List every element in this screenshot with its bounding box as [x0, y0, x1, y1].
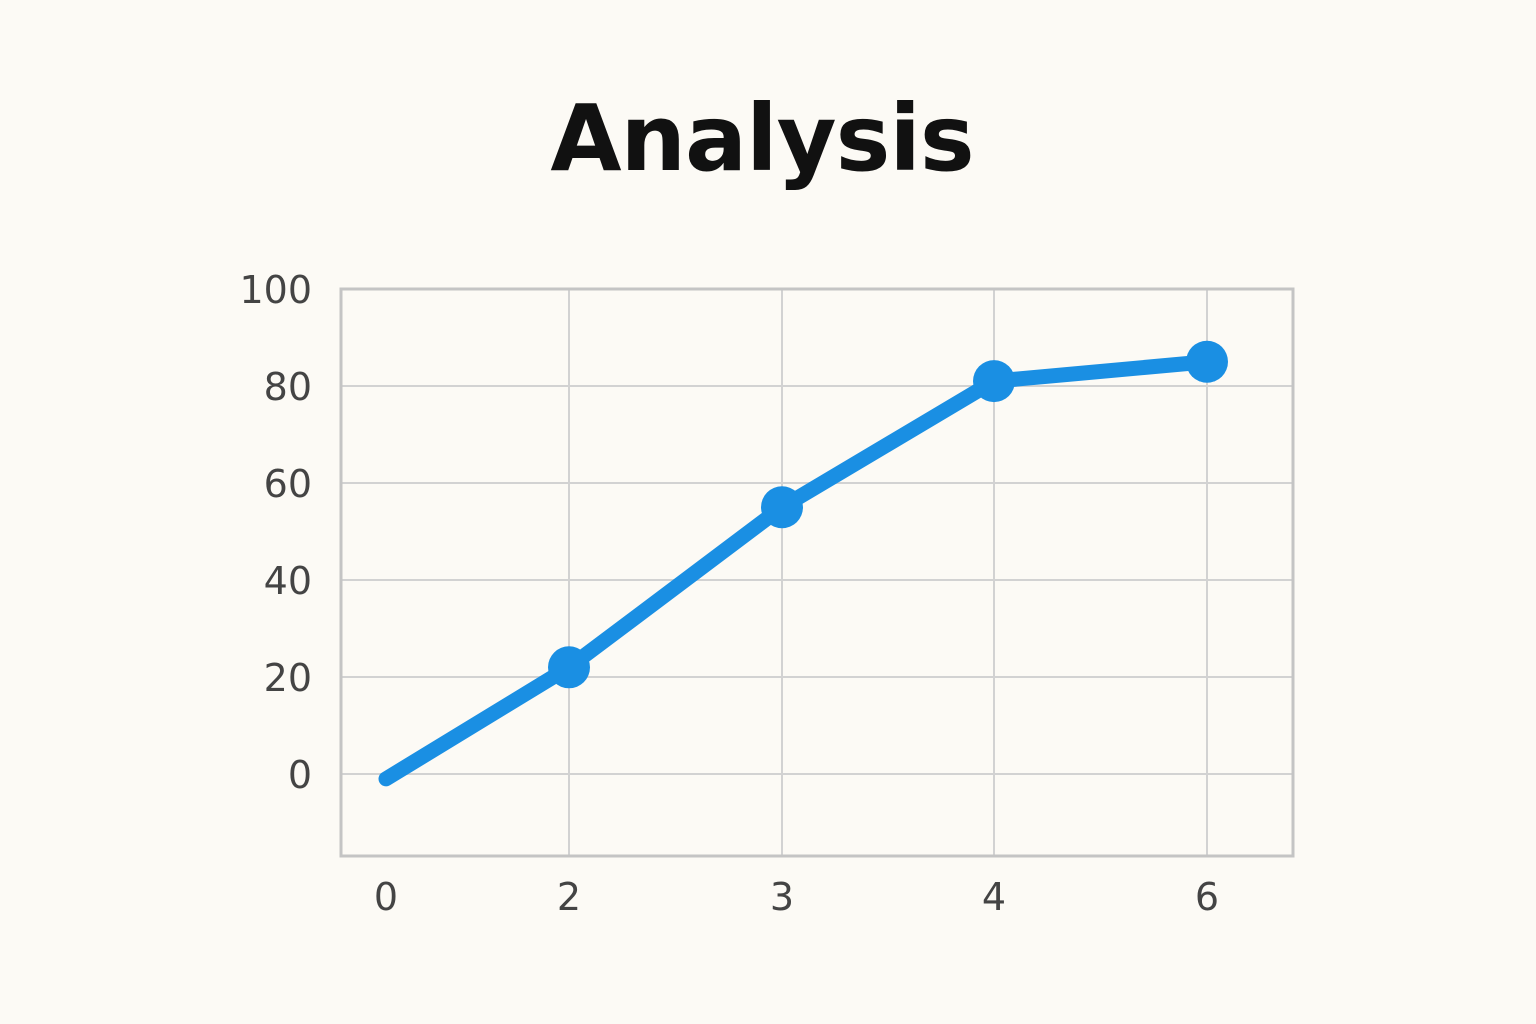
data-point — [548, 646, 590, 689]
chart-title: Analysis — [550, 85, 974, 192]
x-tick-label: 3 — [770, 875, 794, 919]
y-tick-label: 100 — [239, 268, 312, 312]
x-tick-label: 2 — [557, 875, 581, 919]
x-tick-label: 6 — [1195, 875, 1219, 919]
data-point — [1186, 340, 1228, 383]
x-tick-label: 0 — [374, 875, 398, 919]
plot-border — [339, 287, 1295, 858]
y-tick-label: 80 — [264, 365, 312, 409]
y-tick-label: 60 — [264, 462, 312, 506]
plot-frame — [339, 287, 1295, 858]
y-tick-label: 20 — [264, 656, 312, 700]
series-line — [378, 354, 1215, 787]
data-point — [761, 486, 803, 529]
data-point — [973, 360, 1015, 403]
y-tick-label: 40 — [264, 559, 312, 603]
x-tick-label: 4 — [982, 875, 1006, 919]
y-tick-label: 0 — [288, 753, 312, 797]
series — [378, 340, 1228, 787]
axis-labels: 0 20 40 60 80 100 0 2 3 4 6 — [239, 268, 1219, 919]
